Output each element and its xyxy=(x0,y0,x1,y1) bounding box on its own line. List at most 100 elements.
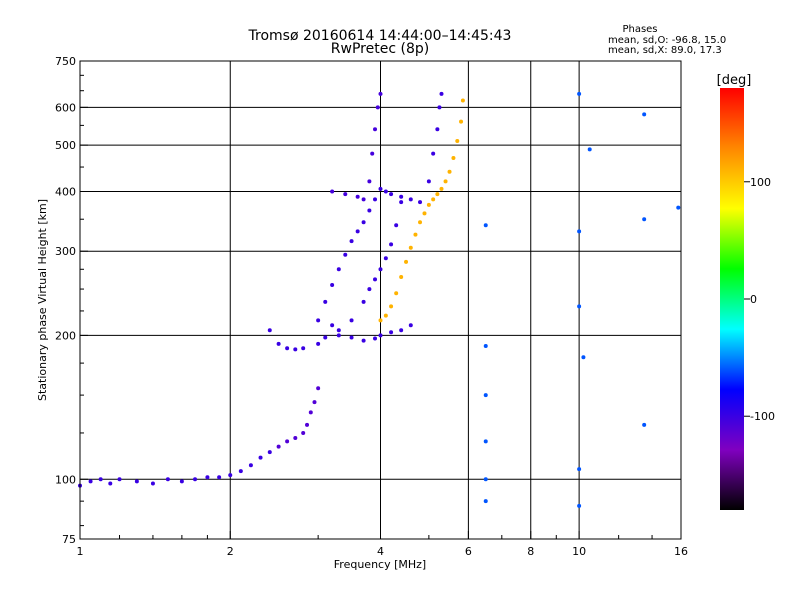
y-tick-label: 100 xyxy=(55,473,76,486)
data-point xyxy=(642,217,647,222)
data-point xyxy=(483,344,488,349)
data-point xyxy=(134,479,139,484)
data-point xyxy=(451,156,456,161)
data-point xyxy=(267,328,272,333)
data-point xyxy=(117,477,122,482)
data-point xyxy=(330,189,335,194)
data-point xyxy=(336,328,341,333)
data-point xyxy=(205,475,210,480)
data-point xyxy=(373,197,378,202)
data-point xyxy=(217,475,222,480)
data-point xyxy=(336,267,341,272)
data-point xyxy=(258,455,263,460)
data-point xyxy=(389,192,394,197)
data-point xyxy=(383,256,388,261)
data-point xyxy=(426,202,431,207)
data-point xyxy=(676,205,681,210)
y-tick-label: 75 xyxy=(62,533,76,546)
phases-line-x: mean, sd,X: 89.0, 17.3 xyxy=(608,45,722,56)
colorbar-tick-label: 0 xyxy=(750,293,757,306)
data-point xyxy=(373,336,378,341)
data-point xyxy=(404,259,409,264)
y-tick-label: 750 xyxy=(55,55,76,68)
data-point xyxy=(285,346,290,351)
data-point xyxy=(389,242,394,247)
data-point xyxy=(408,323,413,328)
data-point xyxy=(394,291,399,296)
data-point xyxy=(389,304,394,309)
data-point xyxy=(435,127,440,132)
data-point xyxy=(577,229,582,234)
data-point xyxy=(460,98,465,103)
y-tick-label: 300 xyxy=(55,245,76,258)
data-point xyxy=(367,179,372,184)
data-point xyxy=(336,333,341,338)
phases-line-o: mean, sd,O: -96.8, 15.0 xyxy=(608,35,726,46)
x-axis: 1 2 4 6 8 10 16 xyxy=(77,531,688,558)
data-point xyxy=(399,194,404,199)
data-point xyxy=(293,347,298,352)
data-point xyxy=(437,105,442,110)
data-point xyxy=(316,341,321,346)
data-point xyxy=(642,422,647,427)
data-point xyxy=(238,469,243,474)
data-point xyxy=(426,179,431,184)
data-point xyxy=(349,239,354,244)
data-points xyxy=(78,91,681,508)
phases-heading: Phases xyxy=(622,24,657,35)
data-point xyxy=(375,105,380,110)
data-point xyxy=(330,323,335,328)
data-point xyxy=(378,333,383,338)
data-point xyxy=(373,127,378,132)
y-tick-label: 200 xyxy=(55,329,76,342)
data-point xyxy=(343,252,348,257)
data-point xyxy=(577,91,582,96)
data-point xyxy=(413,232,418,237)
data-point xyxy=(276,444,281,449)
data-point xyxy=(394,223,399,228)
y-tick-label: 500 xyxy=(55,139,76,152)
x-tick-label: 4 xyxy=(377,545,384,558)
data-point xyxy=(301,346,306,351)
data-point xyxy=(483,499,488,504)
data-point xyxy=(367,208,372,213)
data-point xyxy=(455,139,460,144)
data-point xyxy=(361,220,366,225)
data-point xyxy=(443,179,448,184)
data-point xyxy=(165,477,170,482)
y-axis: 75 100 200 300 400 500 600 750 xyxy=(55,55,88,546)
chart-subtitle: RwPretec (8p) xyxy=(331,41,429,57)
data-point xyxy=(361,197,366,202)
colorbar xyxy=(720,88,744,510)
data-point xyxy=(323,335,328,340)
data-point xyxy=(267,450,272,455)
data-point xyxy=(361,338,366,343)
x-tick-label: 6 xyxy=(465,545,472,558)
colorbar-tick-label: -100 xyxy=(750,410,775,423)
data-point xyxy=(483,439,488,444)
data-point xyxy=(301,430,306,435)
data-point xyxy=(378,91,383,96)
data-point xyxy=(323,299,328,304)
colorbar-tick-label: 100 xyxy=(750,176,771,189)
data-point xyxy=(483,393,488,398)
grid-lines xyxy=(80,61,681,539)
colorbar-label: [deg] xyxy=(717,73,752,88)
data-point xyxy=(483,477,488,482)
data-point xyxy=(308,410,313,415)
data-point xyxy=(312,400,317,405)
data-point xyxy=(383,313,388,318)
data-point xyxy=(316,386,321,391)
data-point xyxy=(418,200,423,205)
data-point xyxy=(418,220,423,225)
data-point xyxy=(378,318,383,323)
data-point xyxy=(383,189,388,194)
data-point xyxy=(248,463,253,468)
data-point xyxy=(399,328,404,333)
data-point xyxy=(408,197,413,202)
x-tick-label: 2 xyxy=(227,545,234,558)
data-point xyxy=(577,467,582,472)
data-point xyxy=(305,422,310,427)
data-point xyxy=(439,186,444,191)
